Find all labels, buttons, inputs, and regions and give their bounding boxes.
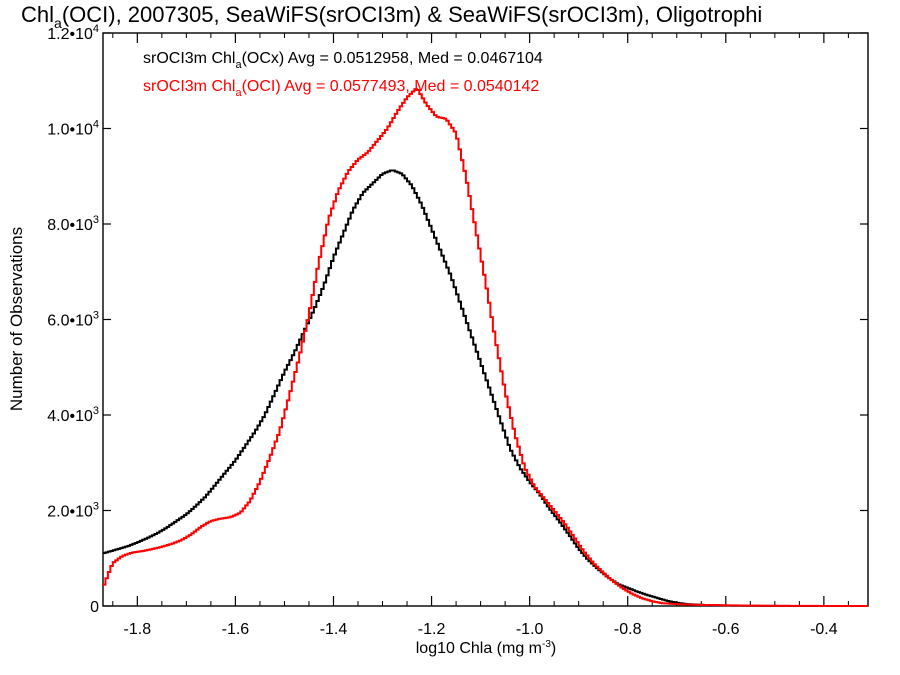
chart-title: Chla(OCI), 2007305, SeaWiFS(srOCI3m) & S… <box>21 2 762 31</box>
y-tick-label-exponent: 4 <box>93 119 99 131</box>
x-tick-label: -1.8 <box>124 621 152 638</box>
y-tick-label-exponent: 3 <box>93 310 99 322</box>
series-ocx-black-line <box>103 169 868 607</box>
chart-title-post: (OCI), 2007305, SeaWiFS(srOCI3m) & SeaWi… <box>62 2 763 27</box>
y-tick-label-mantissa: 6.0•10 <box>47 313 93 330</box>
x-axis-label: log10 Chla (mg m-3) <box>416 639 557 657</box>
legend-entry-red-pre: srOCI3m Chl <box>143 78 235 95</box>
y-tick-label-exponent: 3 <box>93 501 99 513</box>
legend-entry-black: srOCI3m Chla(OCx) Avg = 0.0512958, Med =… <box>143 50 543 71</box>
x-tick-label: -0.4 <box>810 621 838 638</box>
legend-entry-red-post: (OCI) Avg = 0.0577493, Med = 0.0540142 <box>242 78 540 95</box>
series-oci-red-line <box>103 88 868 607</box>
legend-entry-red: srOCI3m Chla(OCI) Avg = 0.0577493, Med =… <box>143 78 539 99</box>
x-tick-label: -0.6 <box>712 621 740 638</box>
y-tick-label: 1.0•104 <box>47 119 99 139</box>
legend-entry-black-post: (OCx) Avg = 0.0512958, Med = 0.0467104 <box>242 50 543 67</box>
chart-title-pre: Chl <box>21 2 54 27</box>
x-axis-label-sup: -3 <box>542 639 551 650</box>
x-axis-label-pre: log10 Chla (mg m <box>416 640 542 657</box>
chart-title-sub: a <box>54 15 62 31</box>
y-tick-label-exponent: 4 <box>93 23 99 35</box>
y-tick-label-mantissa: 0 <box>90 599 99 616</box>
x-tick-label: -1.0 <box>516 621 544 638</box>
y-tick-label-exponent: 3 <box>93 214 99 226</box>
y-tick-label-mantissa: 8.0•10 <box>47 217 93 234</box>
legend-entry-black-pre: srOCI3m Chl <box>143 50 235 67</box>
x-tick-label: -1.2 <box>418 621 446 638</box>
y-tick-label: 2.0•103 <box>47 501 99 521</box>
y-tick-label: 8.0•103 <box>47 214 99 234</box>
y-axis: 02.0•1034.0•1036.0•1038.0•1031.0•1041.2•… <box>47 23 868 616</box>
y-tick-label-mantissa: 1.2•10 <box>47 26 93 43</box>
y-tick-label-mantissa: 2.0•10 <box>47 504 93 521</box>
legend-entry-red-sub: a <box>235 87 242 99</box>
series-layer <box>103 88 868 607</box>
x-tick-label: -1.6 <box>222 621 250 638</box>
x-axis-label-post: ) <box>551 640 556 657</box>
y-tick-label: 4.0•103 <box>47 405 99 425</box>
y-tick-label: 6.0•103 <box>47 310 99 330</box>
y-tick-label-mantissa: 4.0•10 <box>47 408 93 425</box>
y-tick-label: 0 <box>90 599 99 616</box>
y-tick-label-exponent: 3 <box>93 405 99 417</box>
x-tick-label: -1.4 <box>320 621 348 638</box>
y-tick-label-mantissa: 1.0•10 <box>47 122 93 139</box>
x-tick-label: -0.8 <box>614 621 642 638</box>
legend-entry-black-sub: a <box>235 59 242 71</box>
x-axis: -1.8 -1.6 -1.4 -1.2 -1.0 -0.8 -0.6 -0.4 <box>112 33 849 638</box>
y-axis-label: Number of Observations <box>7 227 26 411</box>
y-tick-label: 1.2•104 <box>47 23 99 43</box>
